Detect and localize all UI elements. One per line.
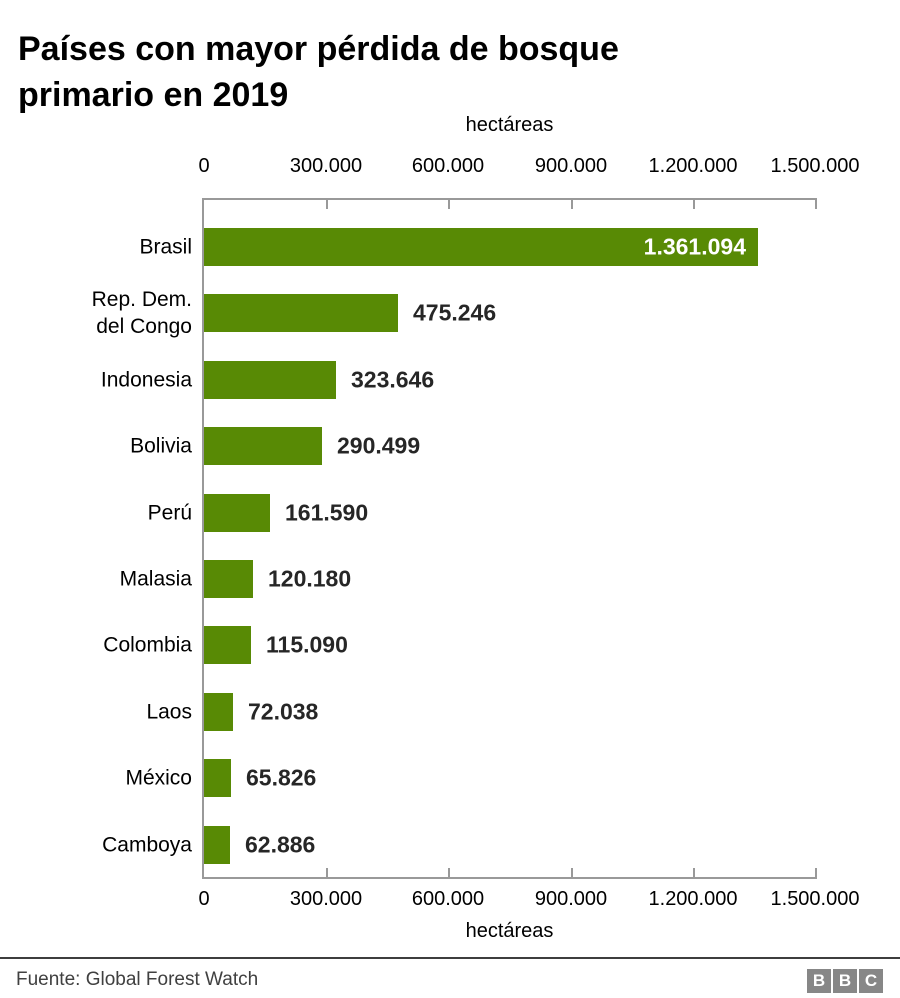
bar bbox=[204, 228, 758, 266]
axis-tick-bottom bbox=[815, 868, 817, 877]
bar bbox=[204, 494, 270, 532]
chart-title: Países con mayor pérdida de bosque prima… bbox=[18, 30, 619, 114]
y-axis-line bbox=[202, 198, 204, 879]
bbc-logo-letter: B bbox=[833, 969, 857, 993]
x-tick-label-bottom: 1.500.000 bbox=[770, 888, 860, 910]
axis-tick-bottom bbox=[693, 868, 695, 877]
x-tick-label-top: 0 bbox=[198, 155, 210, 177]
axis-tick-top bbox=[815, 200, 817, 209]
axis-tick-top bbox=[448, 200, 450, 209]
x-axis-line-top bbox=[202, 198, 817, 200]
bar bbox=[204, 759, 231, 797]
bbc-logo-letter: B bbox=[807, 969, 831, 993]
x-axis-unit-label-bottom: hectáreas bbox=[465, 920, 554, 942]
category-label: Bolivia bbox=[130, 434, 192, 458]
bar bbox=[204, 693, 233, 731]
category-label: Indonesia bbox=[100, 368, 192, 392]
x-tick-label-bottom: 300.000 bbox=[289, 888, 363, 910]
value-label: 475.246 bbox=[413, 299, 497, 326]
category-label: Perú bbox=[147, 501, 192, 525]
category-label: Laos bbox=[146, 700, 192, 724]
axis-tick-bottom bbox=[448, 868, 450, 877]
x-tick-label-top: 1.200.000 bbox=[648, 155, 738, 177]
category-label: Malasia bbox=[119, 567, 192, 591]
category-label: Colombia bbox=[103, 633, 192, 657]
axis-tick-bottom bbox=[326, 868, 328, 877]
axis-tick-top bbox=[693, 200, 695, 209]
category-label: Rep. Dem. del Congo bbox=[91, 288, 192, 338]
value-label: 72.038 bbox=[248, 698, 319, 725]
axis-tick-bottom bbox=[571, 868, 573, 877]
source-text: Fuente: Global Forest Watch bbox=[16, 969, 259, 990]
value-label: 1.361.094 bbox=[643, 233, 746, 260]
x-tick-label-top: 600.000 bbox=[411, 155, 485, 177]
axis-tick-top bbox=[326, 200, 328, 209]
value-label: 115.090 bbox=[266, 631, 348, 658]
bar bbox=[204, 560, 253, 598]
bar bbox=[204, 294, 398, 332]
x-tick-label-top: 1.500.000 bbox=[770, 155, 860, 177]
bbc-logo-letter: C bbox=[859, 969, 883, 993]
category-label: México bbox=[125, 766, 192, 790]
value-label: 120.180 bbox=[268, 565, 352, 592]
x-tick-label-top: 300.000 bbox=[289, 155, 363, 177]
axis-tick-top bbox=[571, 200, 573, 209]
value-label: 290.499 bbox=[337, 432, 421, 459]
x-axis-line-bottom bbox=[202, 877, 817, 879]
value-label: 62.886 bbox=[245, 831, 316, 858]
category-label: Camboya bbox=[102, 833, 192, 857]
value-label: 323.646 bbox=[351, 366, 435, 393]
x-tick-label-bottom: 600.000 bbox=[411, 888, 485, 910]
bar bbox=[204, 361, 336, 399]
value-label: 65.826 bbox=[246, 764, 317, 791]
x-axis-unit-label-top: hectáreas bbox=[465, 114, 554, 136]
value-label: 161.590 bbox=[285, 499, 369, 526]
bar bbox=[204, 427, 322, 465]
x-tick-label-bottom: 900.000 bbox=[534, 888, 608, 910]
x-tick-label-top: 900.000 bbox=[534, 155, 608, 177]
x-tick-label-bottom: 1.200.000 bbox=[648, 888, 738, 910]
bar bbox=[204, 826, 230, 864]
x-tick-label-bottom: 0 bbox=[198, 888, 210, 910]
footer-divider bbox=[0, 957, 900, 959]
category-label: Brasil bbox=[139, 235, 192, 259]
bar bbox=[204, 626, 251, 664]
